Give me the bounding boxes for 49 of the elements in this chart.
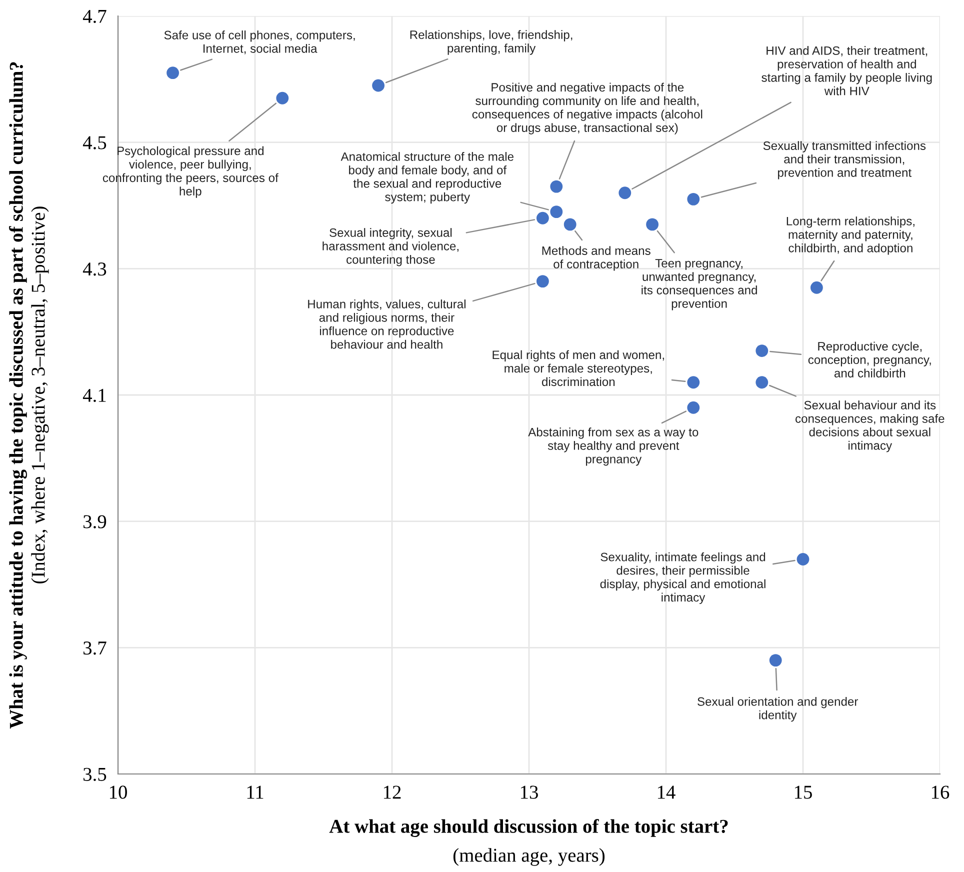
x-tick-label: 10 xyxy=(110,786,127,799)
annotation: Equal rights of men and women, male or female stereotypes, discrimination xyxy=(492,350,664,386)
x-tick-label: 16 xyxy=(932,786,950,799)
annotation: Positive and negative impacts of the surrounding community on life and health, consequences of negative impacts (alcohol or drugs abuse, transactional sex) xyxy=(472,82,702,134)
y-tick-label: 4.7 xyxy=(82,10,106,24)
point xyxy=(756,376,768,389)
annotation: Long-term relationships, maternity and paternity, childbirth, and adoption xyxy=(786,216,914,255)
annotation: Sexual orientation and gender identity xyxy=(698,696,858,722)
annotation: Sexual behaviour and its consequences, making safe decisions about sexual intimacy xyxy=(796,400,944,452)
point xyxy=(687,401,700,414)
point xyxy=(372,79,385,92)
annotation: Relationships, love, friendship, parenting, family xyxy=(410,30,572,55)
point xyxy=(687,376,700,389)
annotation: Sexually transmitted infections and their transmission, prevention and treatment xyxy=(763,141,926,180)
point xyxy=(276,92,289,104)
point xyxy=(810,281,823,294)
point xyxy=(550,206,563,218)
point xyxy=(618,186,632,200)
annotation: Sexuality, intimate feelings and desires, their permissible display, physical and emotional intimacy xyxy=(600,552,766,604)
point xyxy=(646,218,659,231)
annotation: Sexual integrity, sexual harassment and violence, countering those xyxy=(322,228,458,266)
annotation: HIV and AIDS, their treatment, preservation of health and starting a family by people living with HIV xyxy=(762,46,932,96)
annotation: Human rights, values, cultural and religious norms, their influence on reproductive behaviour and health xyxy=(308,299,466,349)
y-tick-label: 4.1 xyxy=(82,388,106,402)
x-tick-label: 14 xyxy=(658,786,676,799)
annotation: Reproductive cycle, conception, pregnancy, and childbirth xyxy=(808,342,931,378)
point xyxy=(796,553,810,566)
y-tick-label: 4.3 xyxy=(82,262,106,276)
x-axis-title: At what age should discussion of the topic start? (median age, years) xyxy=(329,819,728,866)
point xyxy=(769,654,782,667)
annotation: Safe use of cell phones, computers, Internet, social media xyxy=(164,30,355,54)
point xyxy=(166,66,180,80)
x-tick-label: 11 xyxy=(247,786,264,799)
y-tick-label: 4.5 xyxy=(82,136,106,150)
point xyxy=(536,212,549,224)
annotation: Anatomical structure of the male body and female body, and of the sexual and reproductive system; puberty xyxy=(340,152,514,204)
annotation: Abstaining from sex as a way to stay healthy and prevent pregnancy xyxy=(528,428,698,466)
x-tick-label: 13 xyxy=(520,786,538,799)
y-axis-title: What is your attitude to having the topic discussed as part of school curriculum? (Index, where 1–negative, 3–neutral, 5–positive) xyxy=(9,62,49,729)
point xyxy=(536,275,549,288)
x-tick-label: 15 xyxy=(794,786,812,799)
point xyxy=(687,192,700,206)
point xyxy=(550,180,563,193)
y-tick-label: 3.5 xyxy=(84,768,106,782)
point xyxy=(756,344,768,357)
point xyxy=(564,218,576,231)
x-tick-label: 12 xyxy=(384,786,401,799)
y-tick-label: 3.7 xyxy=(84,642,106,655)
y-tick-label: 3.9 xyxy=(84,515,106,528)
